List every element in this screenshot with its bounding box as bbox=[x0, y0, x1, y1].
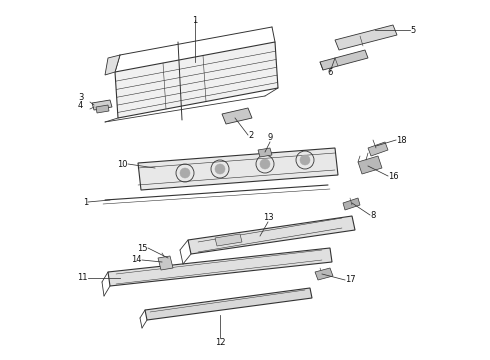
Polygon shape bbox=[105, 55, 120, 75]
Text: 8: 8 bbox=[370, 211, 375, 220]
Text: 9: 9 bbox=[268, 133, 272, 142]
Text: 18: 18 bbox=[396, 135, 407, 144]
Polygon shape bbox=[96, 105, 109, 113]
Polygon shape bbox=[320, 50, 368, 70]
Polygon shape bbox=[138, 148, 338, 190]
Polygon shape bbox=[335, 25, 397, 50]
Text: 1: 1 bbox=[83, 198, 88, 207]
Polygon shape bbox=[188, 216, 355, 254]
Polygon shape bbox=[108, 248, 332, 286]
Polygon shape bbox=[215, 234, 242, 246]
Polygon shape bbox=[115, 42, 278, 118]
Text: 5: 5 bbox=[410, 26, 415, 35]
Text: 10: 10 bbox=[118, 159, 128, 168]
Circle shape bbox=[215, 164, 225, 174]
Polygon shape bbox=[158, 256, 173, 270]
Text: 2: 2 bbox=[248, 131, 253, 140]
Polygon shape bbox=[358, 156, 382, 174]
Text: 6: 6 bbox=[327, 68, 333, 77]
Text: 16: 16 bbox=[388, 171, 399, 180]
Text: 1: 1 bbox=[193, 15, 197, 24]
Text: 3: 3 bbox=[78, 93, 83, 102]
Text: 11: 11 bbox=[77, 274, 88, 283]
Text: 15: 15 bbox=[138, 243, 148, 252]
Text: 17: 17 bbox=[345, 275, 356, 284]
Polygon shape bbox=[343, 198, 360, 210]
Polygon shape bbox=[222, 108, 252, 124]
Polygon shape bbox=[92, 100, 112, 110]
Text: 12: 12 bbox=[215, 338, 225, 347]
Text: 14: 14 bbox=[131, 256, 142, 265]
Circle shape bbox=[260, 159, 270, 169]
Text: 13: 13 bbox=[263, 213, 273, 222]
Polygon shape bbox=[315, 268, 333, 280]
Polygon shape bbox=[368, 142, 388, 156]
Polygon shape bbox=[258, 148, 272, 157]
Circle shape bbox=[300, 155, 310, 165]
Circle shape bbox=[180, 168, 190, 178]
Polygon shape bbox=[145, 288, 312, 320]
Text: 4: 4 bbox=[78, 101, 83, 110]
